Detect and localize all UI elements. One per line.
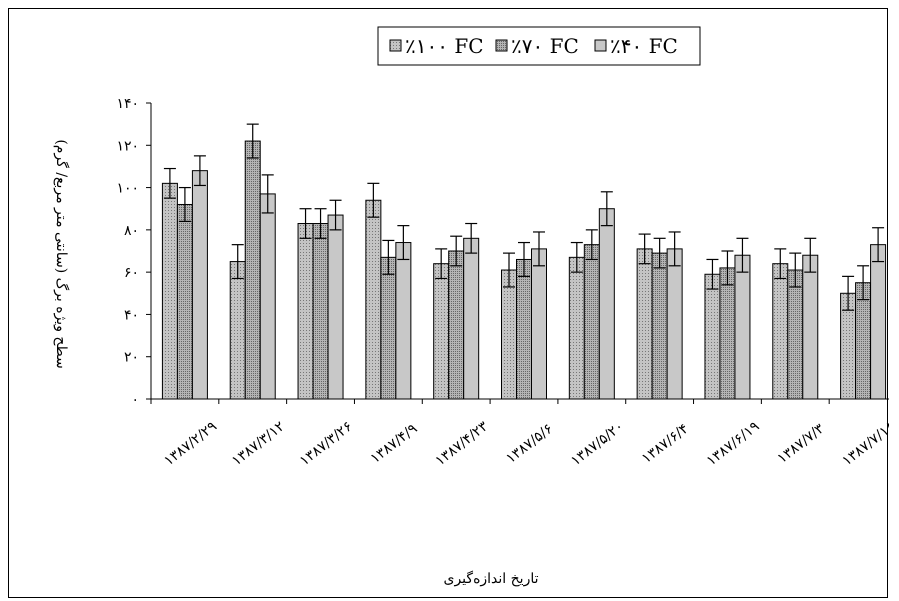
x-tick-label: ۱۳۸۷/۷/۱۸ xyxy=(839,418,889,469)
bar xyxy=(259,193,276,400)
bar xyxy=(787,269,804,400)
x-ticks: ۱۳۸۷/۲/۲۹ ۱۳۸۷/۳/۱۲ ۱۳۸۷/۳/۲۶ ۱۳۸۷/۴/۹ ۱۳۸۷/… xyxy=(150,399,889,469)
y-tick-label: ۸۰ xyxy=(124,223,139,239)
y-tick-label: ۰ xyxy=(131,392,139,408)
y-axis-label: سطح ویژه برگ (سانتی متر مربع/ گرم) xyxy=(53,139,70,368)
legend-label-2: ٪۷۰ FC xyxy=(511,34,579,58)
legend-box xyxy=(377,26,701,66)
bar xyxy=(327,214,344,400)
x-axis-label: تاریخ اندازه‌گیری xyxy=(444,570,539,587)
y-ticks: ۰ ۲۰ ۴۰ ۶۰ ۸۰ ۱۰۰ ۱۲۰ ۱۴۰ xyxy=(116,96,151,408)
bar xyxy=(297,223,314,400)
bar xyxy=(244,140,261,400)
x-tick-label: ۱۳۸۷/۳/۱۲ xyxy=(229,418,288,469)
bar xyxy=(772,263,789,400)
bar xyxy=(666,248,683,400)
legend-label-1: ٪۱۰۰ FC xyxy=(405,34,484,58)
bars xyxy=(161,123,887,400)
y-tick-label: ۱۰۰ xyxy=(116,181,139,197)
y-tick-label: ۲۰ xyxy=(124,350,139,366)
x-tick-label: ۱۳۸۷/۵/۶ xyxy=(503,421,556,467)
x-tick-label: ۱۳۸۷/۷/۳ xyxy=(775,420,828,466)
bar-chart: ٪۱۰۰ FC ٪۷۰ FC ٪۴۰ FC سطح ویژه برگ (سانت… xyxy=(53,26,889,587)
bar xyxy=(176,203,193,400)
legend-label-3: ٪۴۰ FC xyxy=(610,34,678,58)
bar xyxy=(651,252,668,400)
x-tick-label: ۱۳۸۷/۶/۱۹ xyxy=(704,418,763,469)
bar xyxy=(870,244,887,400)
bar xyxy=(191,170,208,400)
bar xyxy=(380,256,397,400)
bar xyxy=(395,242,412,400)
y-tick-label: ۱۲۰ xyxy=(116,138,139,154)
bar xyxy=(365,199,382,400)
bar xyxy=(501,269,517,400)
x-tick-label: ۱۳۸۷/۴/۹ xyxy=(368,421,421,467)
y-tick-label: ۴۰ xyxy=(124,307,139,323)
bar xyxy=(583,244,600,400)
x-tick-label: ۱۳۸۷/۵/۲۰ xyxy=(568,418,627,469)
bar xyxy=(636,248,653,400)
bar xyxy=(531,248,547,400)
bar xyxy=(568,256,585,400)
legend-swatch-2 xyxy=(495,39,508,52)
x-tick-label: ۱۳۸۷/۴/۲۳ xyxy=(432,418,491,469)
chart-frame: ٪۱۰۰ FC ٪۷۰ FC ٪۴۰ FC سطح ویژه برگ (سانت… xyxy=(8,8,889,598)
bar xyxy=(516,258,532,400)
bar xyxy=(448,250,465,400)
legend-swatch-3 xyxy=(594,39,607,52)
bar xyxy=(433,263,450,400)
bar xyxy=(312,223,329,400)
bar xyxy=(161,182,178,400)
y-tick-label: ۱۴۰ xyxy=(116,96,139,112)
bar xyxy=(704,273,721,400)
x-tick-label: ۱۳۸۷/۲/۲۹ xyxy=(161,418,220,469)
bar xyxy=(598,208,615,400)
y-tick-label: ۶۰ xyxy=(124,265,139,281)
bar xyxy=(463,237,480,400)
legend-swatch-1 xyxy=(389,39,402,52)
x-tick-label: ۱۳۸۷/۶/۴ xyxy=(639,421,692,467)
legend: ٪۱۰۰ FC ٪۷۰ FC ٪۴۰ FC xyxy=(377,26,701,66)
bar xyxy=(734,254,751,400)
x-tick-label: ۱۳۸۷/۳/۲۶ xyxy=(297,418,356,469)
bar xyxy=(802,254,819,400)
bar xyxy=(719,267,736,400)
bar xyxy=(229,261,246,400)
